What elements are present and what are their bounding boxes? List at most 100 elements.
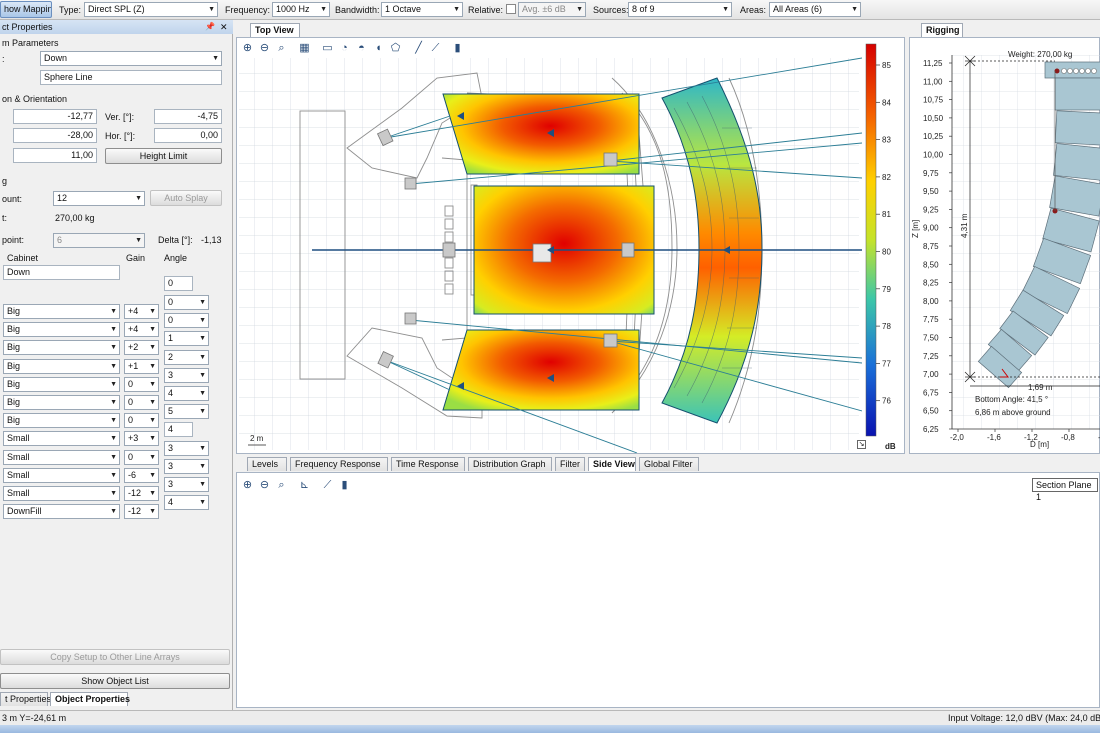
angle-select[interactable]: 0 ▼ [164,295,209,310]
cabinet-select[interactable]: DownFill ▼ [3,504,120,520]
cabinet-select[interactable]: Big ▼ [3,304,120,319]
gain-select[interactable]: -12 ▼ [124,504,159,520]
line-icon[interactable]: ╱ [415,42,422,54]
point-label: point: [2,235,25,245]
first-cabinet-field[interactable]: Down [3,265,120,280]
gain-select[interactable]: -12 ▼ [124,486,159,501]
speaker-icon[interactable]: ▮ [454,42,461,54]
gain-select[interactable]: +3 ▼ [124,431,159,447]
gain-select[interactable]: 0 ▼ [124,376,159,392]
angle-field[interactable]: 4 [164,422,193,438]
z-tick-label: 9,25 [923,205,939,214]
x-field[interactable]: -12,77 [13,109,97,124]
hor-field[interactable]: 0,00 [154,128,222,143]
tab-distribution-graph[interactable]: Distribution Graph [468,457,552,471]
close-icon[interactable]: ✕ [220,22,228,32]
cabinet-select[interactable]: Small ▼ [3,431,120,447]
point-select[interactable]: 6 ▼ [53,233,145,248]
angle-select[interactable]: 3 ▼ [164,458,209,474]
tab-filter[interactable]: Filter [555,457,585,471]
rigging-plot[interactable]: 11,25 11,00 10,75 10,50 10,25 10,00 9,75 9,50 9,… [910,38,1100,453]
gain-select[interactable]: 0 ▼ [124,395,159,410]
gain-select[interactable]: +4 ▼ [124,322,159,338]
angle-select[interactable]: 0 ▼ [164,313,209,329]
zoom-fit-icon[interactable]: ⌕ [274,478,289,493]
height-limit-button[interactable]: Height Limit [105,148,222,164]
ver-field[interactable]: -4,75 [154,109,222,124]
tab-object-properties[interactable]: Object Properties [50,692,130,706]
gain-select[interactable]: +2 ▼ [124,340,159,356]
cabinet-select[interactable]: Small ▼ [3,467,120,483]
sources-select[interactable]: 8 of 9 ▼ [628,2,732,17]
tab-frequency-response[interactable]: Frequency Response [290,457,388,471]
cabinet-select[interactable]: Big ▼ [3,376,120,392]
angle-select[interactable]: 4 ▼ [164,386,209,401]
area-arc-icon[interactable]: ◔ [341,42,348,54]
bandwidth-select[interactable]: 1 Octave ▼ [381,2,463,17]
relative-select[interactable]: Avg. ±6 dB ▼ [518,2,586,17]
tab-rigging[interactable]: Rigging [921,23,963,37]
show-object-list-button[interactable]: Show Object List [0,673,230,689]
gain-select[interactable]: +1 ▼ [124,358,159,374]
bandwidth-label: Bandwidth: [335,5,380,15]
gain-select[interactable]: +4 ▼ [124,304,159,319]
relative-checkbox[interactable] [506,4,516,14]
angle-select[interactable]: 3 ▼ [164,477,209,492]
zoom-in-icon[interactable]: ⊕ [240,478,255,493]
chevron-down-icon: ▼ [199,499,206,507]
top-view-plot[interactable]: 2 m [237,38,862,453]
chevron-down-icon: ▼ [149,471,156,479]
gain-select[interactable]: 0 ▼ [124,413,159,429]
tab-side-view[interactable]: Side View [588,457,636,471]
grid-icon[interactable]: ▦ [299,42,310,54]
cabinet-select[interactable]: Big ▼ [3,340,120,356]
angle-select[interactable]: 4 ▼ [164,495,209,511]
side-view-plot[interactable]: 1 m [237,473,1099,707]
copy-setup-button[interactable]: Copy Setup to Other Line Arrays [0,649,230,665]
type-select[interactable]: Direct SPL (Z) ▼ [84,2,218,17]
angle-select[interactable]: 3 ▼ [164,367,209,383]
tab-global-filter[interactable]: Global Filter [639,457,699,471]
frequency-select[interactable]: 1000 Hz ▼ [272,2,330,17]
gain-select[interactable]: 0 ▼ [124,449,159,465]
pin-icon[interactable]: 📌 [205,22,215,31]
cabinet-select[interactable]: Small ▼ [3,449,120,465]
tab-levels[interactable]: Levels [247,457,287,471]
angle-select[interactable]: 5 ▼ [164,404,209,420]
area-fan-icon[interactable]: ◓ [358,42,365,54]
auto-splay-button[interactable]: Auto Splay [150,190,222,206]
area-poly-icon[interactable]: ⬠ [390,42,401,54]
zoom-out-icon[interactable]: ⊖ [259,42,270,54]
area-sector-icon[interactable]: ◖ [375,42,382,54]
angle-select[interactable]: 3 ▼ [164,440,209,456]
angle-select[interactable]: 1 ▼ [164,331,209,347]
measure-icon[interactable]: ⟋ [431,42,440,54]
measure-icon[interactable]: ⟋ [320,478,335,493]
area-rect-icon[interactable]: ▭ [322,42,333,54]
cabinet-select[interactable]: Small ▼ [3,486,120,501]
cabinet-select[interactable]: Big ▼ [3,322,120,338]
speaker-icon[interactable]: ▮ [337,478,352,493]
zoom-in-icon[interactable]: ⊕ [242,42,253,54]
angle-select[interactable]: 2 ▼ [164,349,209,365]
tab-properties[interactable]: t Properties [0,692,51,706]
tab-time-response[interactable]: Time Response [391,457,465,471]
areas-select[interactable]: All Areas (6) ▼ [769,2,861,17]
tab-top-view[interactable]: Top View [250,23,300,37]
zoom-out-icon[interactable]: ⊖ [257,478,272,493]
resize-corner-icon[interactable]: ↘ [857,440,866,449]
cabinet-select[interactable]: Big ▼ [3,413,120,429]
name-field[interactable]: Sphere Line [40,70,222,85]
first-angle-field[interactable]: 0 [164,276,193,291]
show-mapping-button[interactable]: how Mapping [0,1,52,18]
zoom-fit-icon[interactable]: ⌕ [278,42,285,54]
count-select[interactable]: 12 ▼ [53,191,145,206]
cabinet-select[interactable]: Big ▼ [3,358,120,374]
axes-icon[interactable]: ⊾ [297,478,312,493]
gain-select[interactable]: -6 ▼ [124,467,159,483]
cabinet-select[interactable]: Big ▼ [3,395,120,410]
param-select[interactable]: Down ▼ [40,51,222,66]
z-field[interactable]: 11,00 [13,148,97,163]
type-label: Type: [59,5,82,15]
y-field[interactable]: -28,00 [13,128,97,143]
